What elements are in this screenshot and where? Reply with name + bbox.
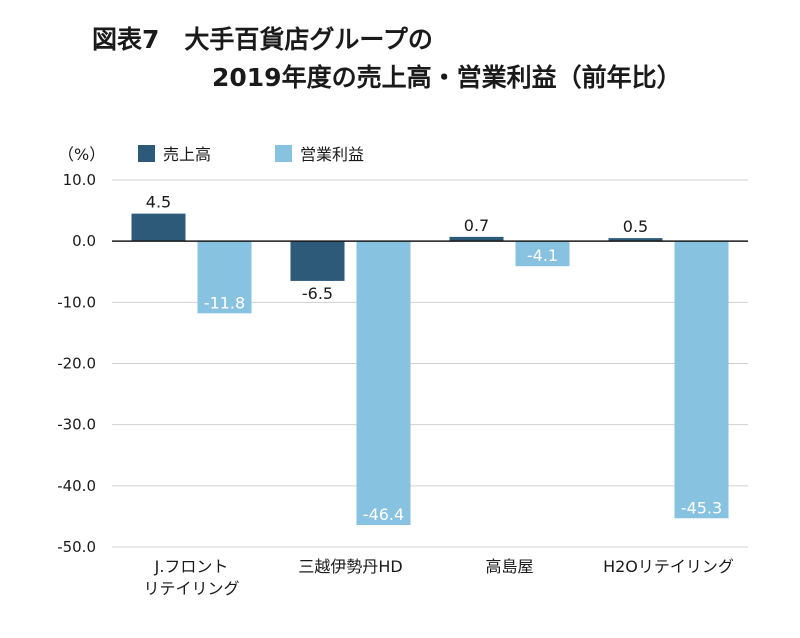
bar-sales — [449, 236, 504, 242]
legend-label-2: 営業利益 — [300, 145, 364, 164]
data-label: 0.5 — [623, 217, 648, 236]
x-category-label: 三越伊勢丹HD — [298, 557, 402, 576]
legend-label-1: 売上高 — [163, 145, 211, 164]
data-label: -45.3 — [681, 498, 722, 517]
data-label: -6.5 — [302, 284, 333, 303]
bar-sales — [131, 213, 186, 242]
y-axis-unit-label: （%） — [58, 145, 105, 164]
bar-operating-profit — [515, 241, 570, 267]
bar-operating-profit — [197, 241, 252, 314]
y-tick-label: -50.0 — [57, 538, 96, 556]
data-label: -46.4 — [363, 505, 404, 524]
bar-operating-profit — [674, 241, 729, 519]
x-category-label: J.フロント — [154, 557, 229, 576]
data-label: 4.5 — [146, 193, 171, 212]
y-tick-label: 10.0 — [63, 171, 96, 189]
y-tick-label: -30.0 — [57, 416, 96, 434]
chart-title-line1: 図表7 大手百貨店グループの — [92, 25, 433, 54]
legend-swatch-1 — [138, 145, 155, 162]
bar-operating-profit — [356, 241, 411, 525]
data-label: 0.7 — [464, 216, 489, 235]
y-tick-label: -20.0 — [57, 355, 96, 373]
x-category-label: リテイリング — [143, 579, 239, 598]
data-label: -4.1 — [527, 246, 558, 265]
x-category-label: 高島屋 — [485, 557, 533, 576]
legend-swatch-2 — [275, 145, 292, 162]
y-tick-label: -10.0 — [57, 293, 96, 311]
x-category-label: H2Oリテイリング — [603, 557, 734, 576]
y-tick-label: -40.0 — [57, 477, 96, 495]
bar-sales — [608, 238, 663, 242]
bar-sales — [290, 241, 345, 281]
y-tick-label: 0.0 — [72, 232, 96, 250]
data-label: -11.8 — [204, 293, 245, 312]
chart-title-line2: 2019年度の売上高・営業利益（前年比） — [212, 63, 682, 92]
